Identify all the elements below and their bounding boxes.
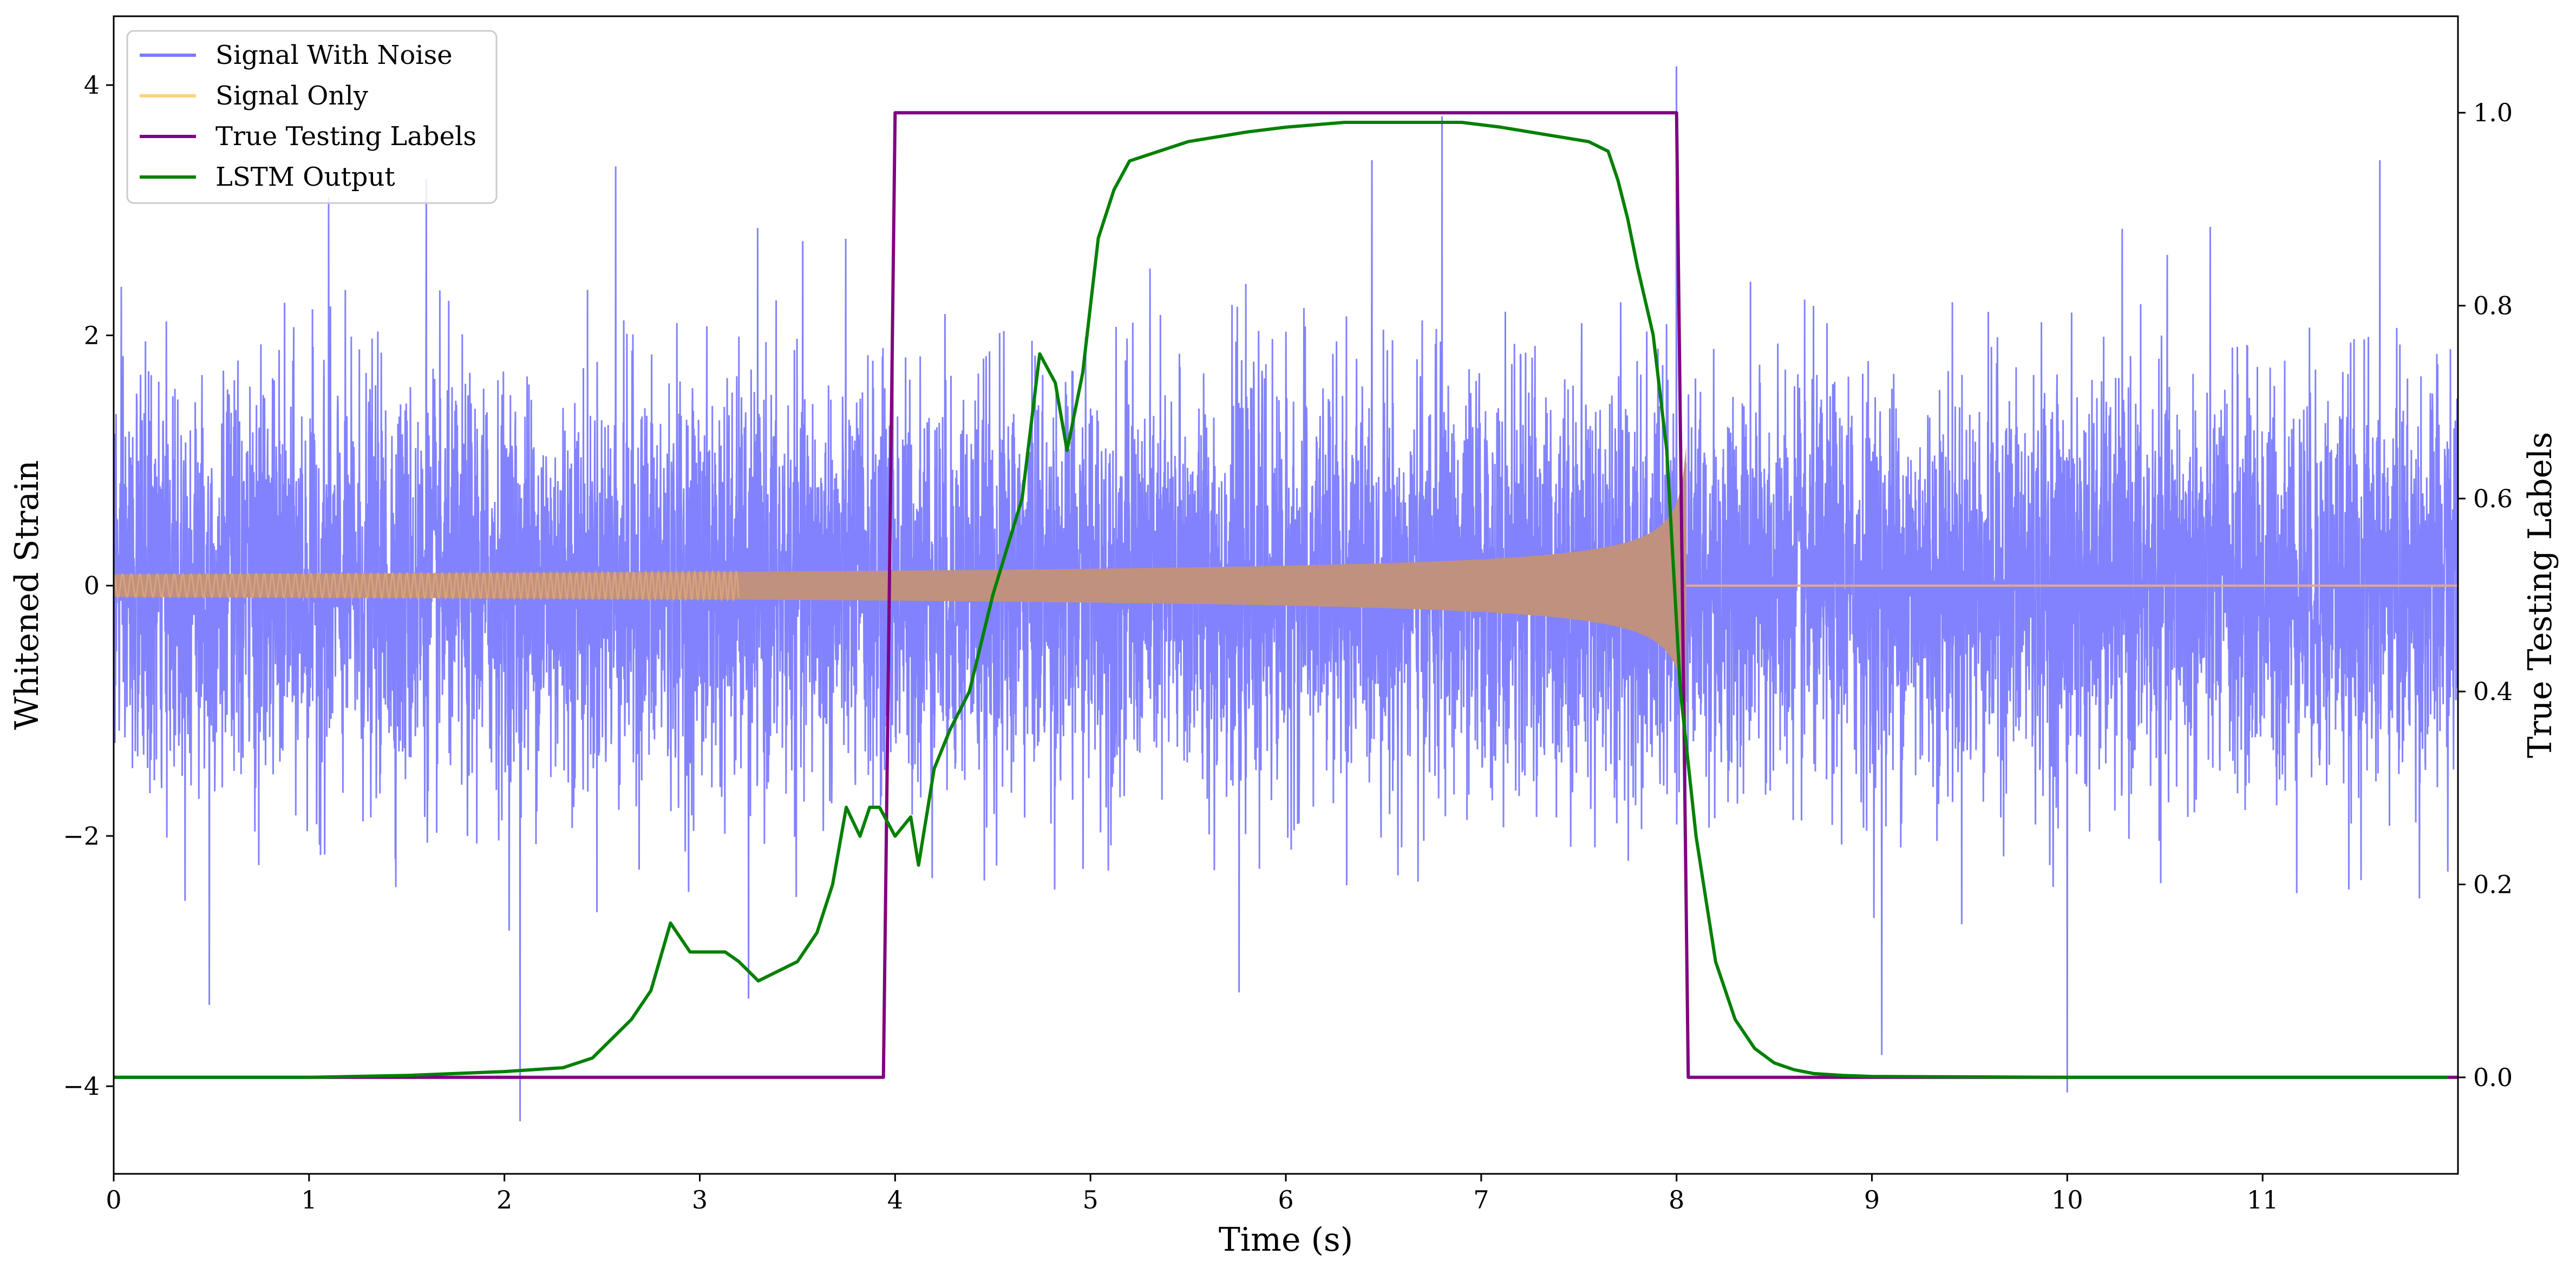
x-tick-label: 6 [1278,1185,1293,1214]
signal-only-envelope [114,446,1686,726]
x-tick-label: 2 [496,1185,512,1214]
x-tick-label: 7 [1473,1185,1489,1214]
x-tick-label: 1 [301,1185,317,1214]
x-tick-label: 8 [1669,1185,1684,1214]
signal-only-series [114,446,2458,726]
legend-label: True Testing Labels [215,121,476,152]
x-tick-label: 5 [1083,1185,1099,1214]
x-tick-label: 0 [106,1185,121,1214]
plot-area [114,66,2458,1121]
legend-label: LSTM Output [215,162,395,192]
x-axis-title: Time (s) [1219,1221,1353,1259]
y2-tick-label: 1.0 [2473,98,2513,127]
lstm-output-series [114,121,2448,1079]
signal-only-line [114,569,740,603]
true-testing-labels-series [114,111,2458,1079]
legend-box [126,30,498,204]
signal-with-noise-series [114,66,2458,1121]
y-tick-label: −2 [63,821,100,851]
y-tick-label: 4 [84,70,100,100]
y-axis-right-title: True Testing Labels [2521,432,2559,759]
y2-tick-label: 0.2 [2473,870,2513,899]
y-tick-label: 2 [84,321,100,350]
y-axis-left: −4 −2 0 2 4 [63,70,114,1101]
y-tick-label: 0 [84,571,100,600]
y2-tick-label: 0.4 [2473,677,2513,706]
legend: Signal With Noise Signal Only True Testing… [126,30,498,204]
legend-label: Signal With Noise [215,40,453,70]
y-axis-left-title: Whitened Strain [8,460,46,730]
y-axis-right: 0.0 0.2 0.4 0.6 0.8 1.0 [2458,98,2513,1092]
x-tick-label: 9 [1864,1185,1880,1214]
y2-tick-label: 0.6 [2473,484,2513,513]
x-tick-label: 4 [887,1185,903,1214]
x-axis: 0 1 2 3 4 5 6 7 8 9 10 11 [106,1174,2278,1214]
signal-with-noise-line [114,66,2458,1121]
y2-tick-label: 0.8 [2473,291,2513,321]
legend-label: Signal Only [215,81,368,111]
x-tick-label: 10 [2051,1185,2083,1214]
x-tick-label: 11 [2247,1185,2279,1214]
y-tick-label: −4 [63,1072,100,1101]
lstm-output-line [114,121,2448,1079]
y2-tick-label: 0.0 [2473,1063,2513,1092]
true-testing-labels-line [114,111,2458,1079]
x-tick-label: 3 [692,1185,708,1214]
